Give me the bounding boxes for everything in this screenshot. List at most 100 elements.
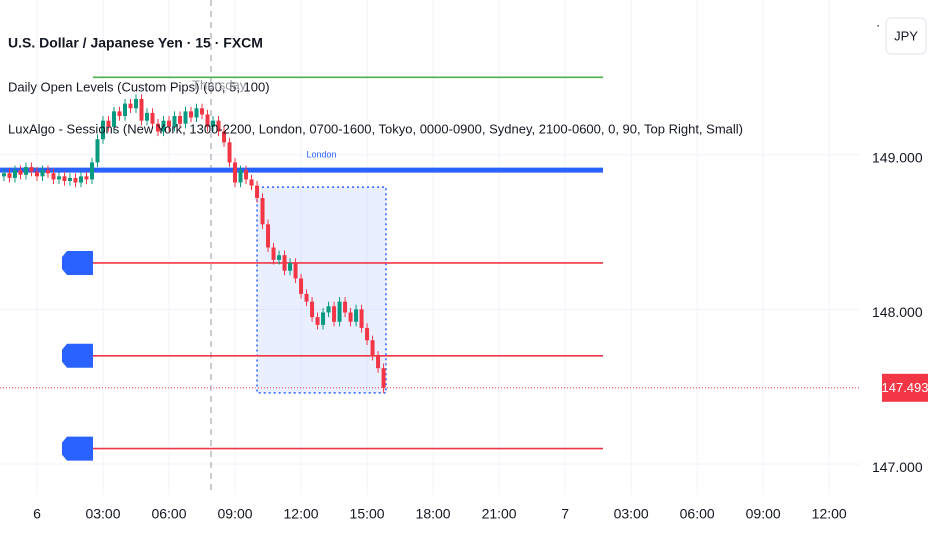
y-tick-label: 147.000 [872,459,923,475]
x-tick-label: 09:00 [746,506,781,522]
candle-body [45,170,50,174]
candle-body [95,139,100,163]
x-tick-label: 06:00 [680,506,715,522]
candle-body [310,301,315,318]
level-tag [62,343,93,368]
candle-body [255,185,260,198]
candle-body [172,116,177,127]
x-tick-label: 06:00 [151,506,186,522]
candle-body [167,120,172,127]
x-tick-label: 21:00 [482,506,517,522]
x-tick-label: 12:00 [812,506,847,522]
candle-body [106,120,111,127]
candle-body [62,176,67,181]
candle-body [244,170,249,180]
candle-body [133,99,138,109]
x-tick-label: 6 [33,506,41,522]
indicator-label: LuxAlgo - Sessions (New York, 1300-2200,… [8,121,743,136]
candle-body [359,309,364,328]
candle-body [111,111,116,127]
candle-body [216,120,221,132]
candle-body [156,123,161,132]
candle-body [222,131,227,143]
x-tick-label: 7 [561,506,569,522]
candle-body [139,99,144,121]
candle-body [260,198,265,225]
candle-body [100,120,105,140]
candle-body [370,340,375,356]
candle-body [128,103,133,109]
level-tag [62,250,93,275]
candle-body [304,293,309,302]
candle-body [178,116,183,124]
candle-body [78,176,83,183]
candle-body [332,306,337,322]
candle-body [189,111,194,118]
x-tick-label: 12:00 [284,506,319,522]
candle-body [1,173,6,177]
candle-body [40,170,45,177]
candle-body [354,309,359,322]
candle-body [161,120,166,132]
x-tick-label: 15:00 [350,506,385,522]
candle-body [122,103,127,117]
candle-body [321,312,326,325]
y-tick-label: 149.000 [872,149,923,165]
candle-body [249,179,254,186]
candle-body [56,176,61,180]
candle-body [150,112,155,124]
candle-body [194,108,199,118]
candle-body [84,176,89,180]
last-price-tag [882,373,928,402]
candle-body [293,262,298,279]
day-hover-label: Thursday [192,77,247,92]
candle-body [299,278,304,294]
candle-body [227,142,232,163]
candle-body [233,162,238,183]
x-tick-label: 18:00 [416,506,451,522]
candle-body [381,368,386,388]
candle-body [23,167,28,175]
currency-button-label[interactable]: JPY [894,28,918,43]
candle-body [117,111,122,117]
candle-body [365,327,370,341]
candle-body [73,177,78,183]
candle-body [238,170,243,183]
candle-body [200,108,205,115]
session-label: London [306,149,336,159]
candle-body [211,120,216,127]
candle-body [183,111,188,124]
candle-body [89,162,94,180]
currency-button[interactable] [885,17,927,55]
session-box [256,186,387,394]
candle-body [376,355,381,369]
candle-body [282,255,287,271]
candle-body [7,173,12,178]
x-tick-label: 03:00 [614,506,649,522]
candle-body [29,167,34,172]
candle-body [337,301,342,322]
candle-body [145,112,150,121]
candle-body [12,170,17,178]
candle-body [205,114,210,127]
candle-body [343,301,348,313]
candle-body [326,306,331,313]
candle-body [18,170,23,175]
y-tick-label: 148.000 [872,304,923,320]
candle-body [271,247,276,260]
x-tick-label: 09:00 [218,506,253,522]
symbol-title: U.S. Dollar / Japanese Yen · 15 · FXCM [8,35,263,51]
x-tick-label: 03:00 [85,506,120,522]
candle-body [277,255,282,260]
candle-body [315,317,320,325]
candle-body [266,224,271,248]
dot: · [876,17,880,32]
candle-body [348,312,353,322]
indicator-label: Daily Open Levels (Custom Pips) (60, 5, … [8,79,270,94]
candle-body [67,177,72,181]
candle-body [288,262,293,271]
candle-body [51,173,56,180]
last-price-label: 147.493 [882,380,929,395]
level-tag [62,436,93,461]
